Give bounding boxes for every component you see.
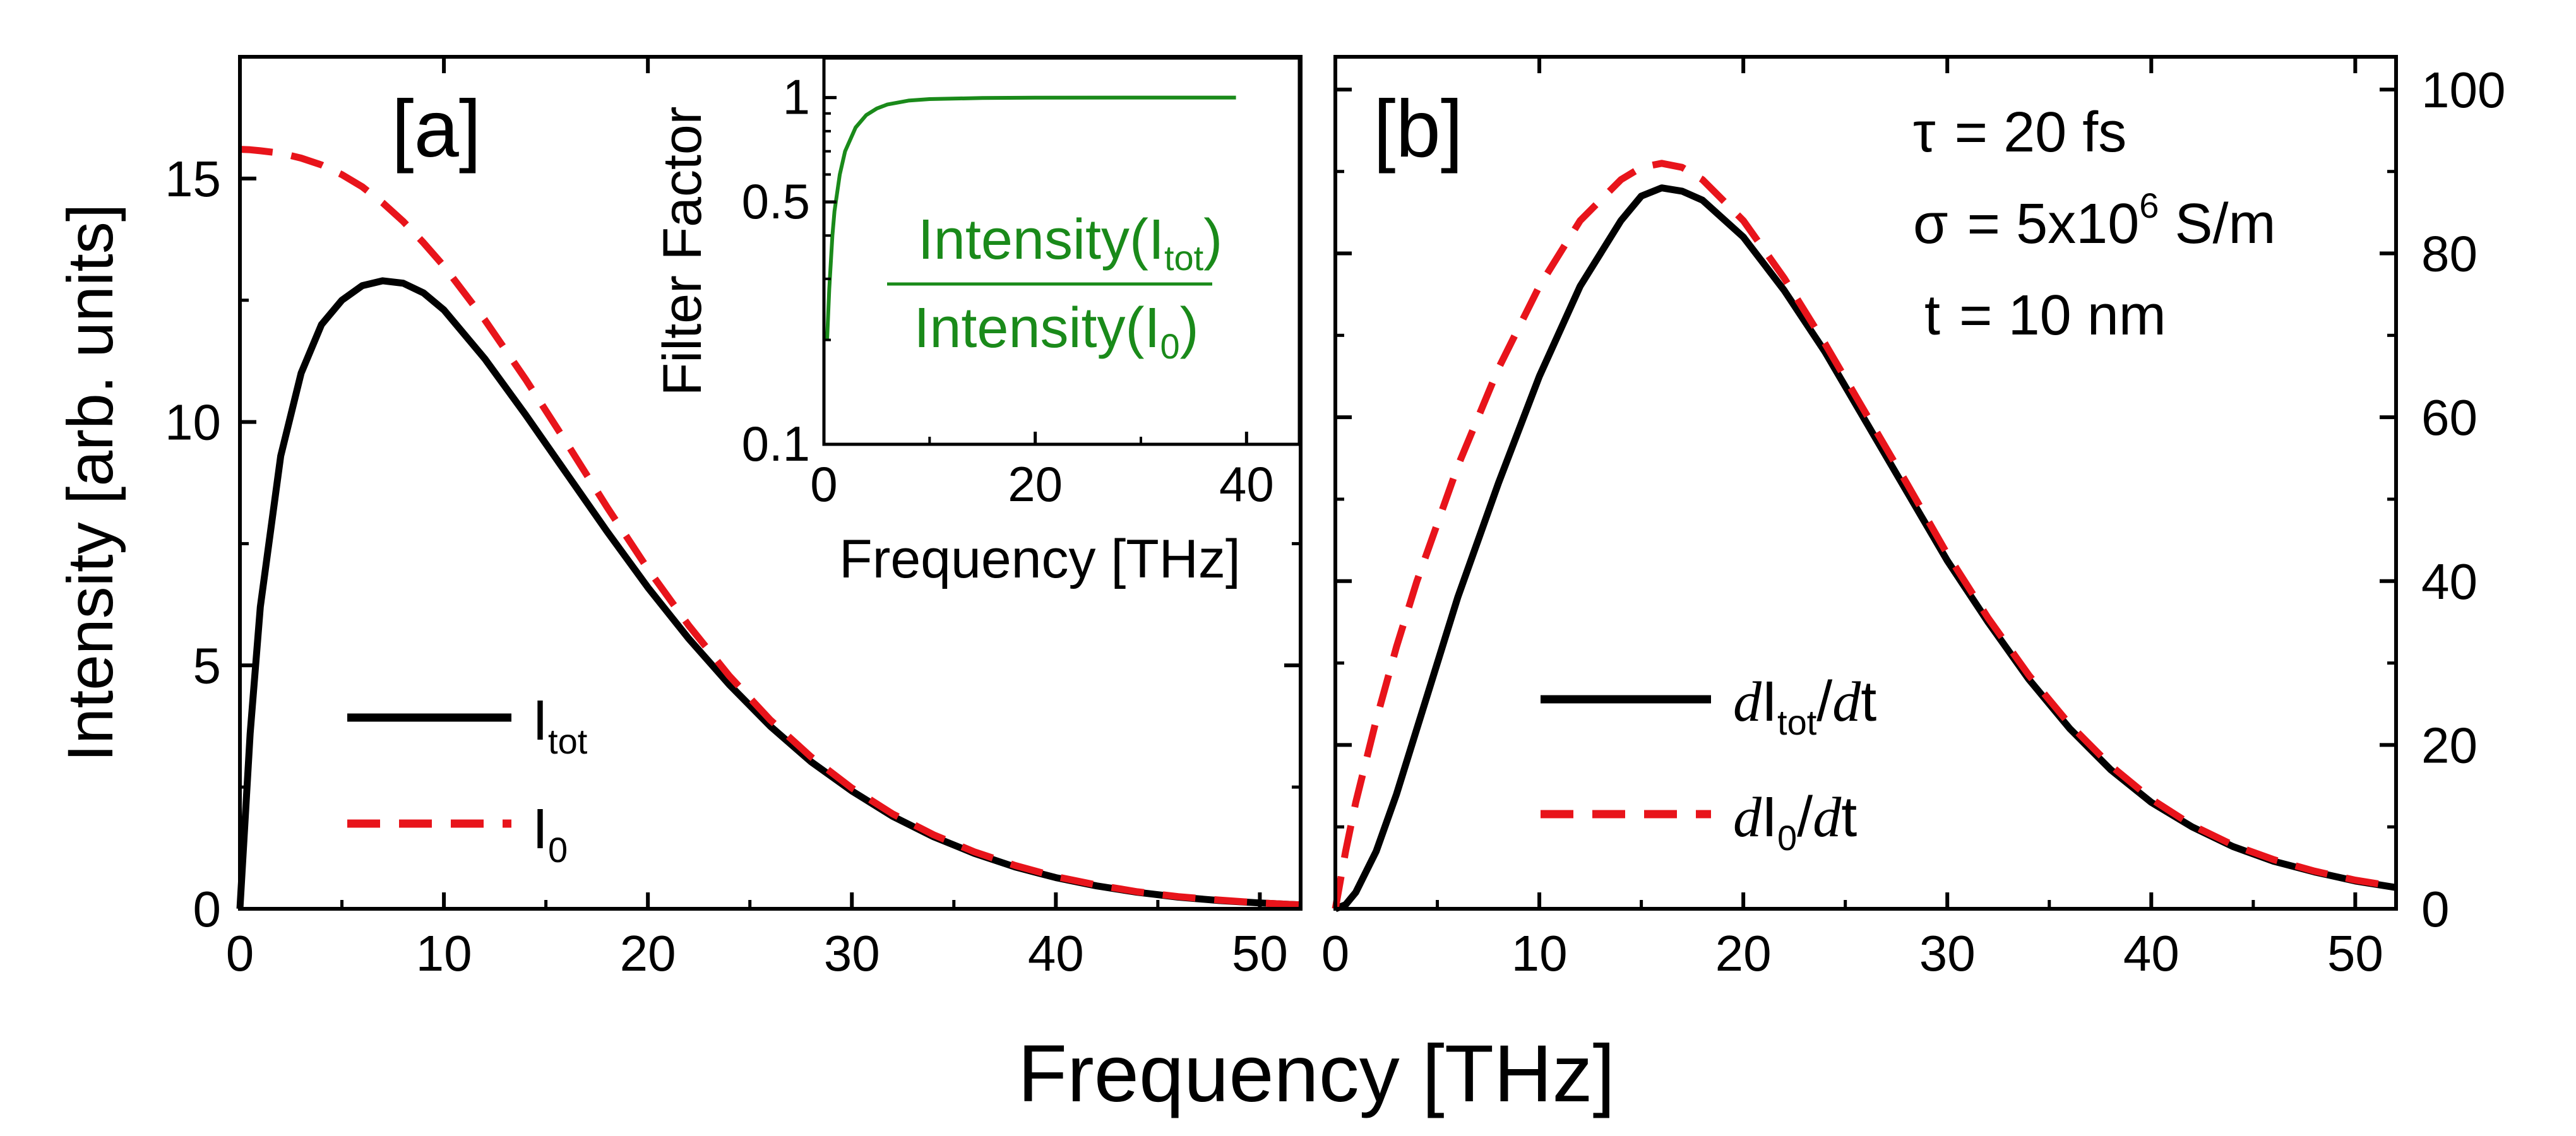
panel-b-y-tick-label: 20 (2421, 717, 2478, 773)
panel-a-curves (236, 146, 1301, 909)
inset-y-tick-label: 1 (783, 69, 810, 125)
panel-b-y-tick-label: 60 (2421, 389, 2478, 446)
panel-b-x-ticks: 0 10 20 30 40 50 (1321, 57, 2383, 981)
panel-b-series-di-tot-dt (1333, 184, 2397, 913)
panel-a-y-tick-label: 5 (193, 637, 222, 694)
panel-b-x-tick-label: 40 (2123, 925, 2179, 981)
inset-y-tick-label: 0.5 (742, 174, 810, 229)
inset-background (824, 58, 1299, 444)
panel-b: 0 10 20 30 40 50 0 20 40 60 80 100 [b] τ = 20 fs σ =… (1321, 55, 2505, 981)
panel-a-series-i-0 (239, 146, 1301, 909)
legend-i-0-label: I0 (532, 798, 568, 870)
inset-x-ticks: 0 20 40 (810, 432, 1274, 512)
panel-a-legend: Itot I0 (347, 689, 588, 870)
panel-b-x-tick-label: 30 (1919, 925, 1976, 981)
inset-ratio-annotation: Intensity(Itot) Intensity(I0) (887, 208, 1222, 366)
panel-b-y-tick-label: 40 (2421, 553, 2478, 610)
inset-y-axis-label: Filter Factor (652, 107, 713, 396)
panel-b-x-tick-label: 50 (2327, 925, 2383, 981)
panel-a-inset: 0 20 40 0.1 0.5 1 Filter Factor Frequency [T… (652, 56, 1301, 589)
param-tau: τ = 20 fs (1913, 101, 2126, 164)
panel-a-x-tick-label: 30 (824, 925, 880, 981)
inset-series-filter-factor (825, 95, 1236, 340)
panel-b-parameters: τ = 20 fs σ = 5x106 S/m t = 10 nm (1913, 101, 2275, 347)
legend-di-0-label: dI0/dt (1733, 786, 1857, 858)
panel-a-x-tick-label: 0 (226, 925, 254, 981)
panel-a-x-tick-label: 20 (620, 925, 676, 981)
panel-a-x-tick-label: 50 (1232, 925, 1288, 981)
panel-a-x-tick-label: 40 (1028, 925, 1084, 981)
panel-b-y-ticks: 0 20 40 60 80 100 (1335, 62, 2505, 937)
inset-x-axis-label: Frequency [THz] (839, 529, 1241, 589)
panel-a-x-tick-label: 10 (416, 925, 472, 981)
inset-x-tick-label: 40 (1219, 456, 1274, 512)
panel-b-legend: dItot/dt dI0/dt (1541, 670, 1876, 858)
param-sigma: σ = 5x106 S/m (1913, 186, 2275, 256)
legend-i-tot-label: Itot (532, 689, 588, 761)
panel-b-y-tick-label: 80 (2421, 226, 2478, 282)
inset-ratio-denominator: Intensity(I0) (914, 297, 1198, 366)
panel-a-label: [a] (391, 84, 481, 174)
inset-x-tick-label: 0 (810, 456, 837, 512)
panel-a-y-tick-label: 10 (165, 394, 221, 451)
panel-b-x-tick-label: 20 (1715, 925, 1772, 981)
panel-b-curves (1332, 160, 2397, 913)
inset-curve (825, 95, 1236, 340)
inset-y-ticks: 0.1 0.5 1 (742, 69, 837, 471)
panel-a-y-tick-label: 15 (165, 151, 221, 207)
panel-a-y-tick-label: 0 (193, 881, 222, 937)
panel-a-frame (238, 55, 1303, 911)
panel-b-label: [b] (1373, 84, 1463, 174)
inset-x-tick-label: 20 (1008, 456, 1063, 512)
panel-b-x-tick-label: 0 (1321, 925, 1350, 981)
legend-di-tot-label: dItot/dt (1733, 670, 1876, 742)
inset-y-tick-label: 0.1 (742, 416, 810, 471)
panel-a-x-ticks: 0 10 20 30 40 50 (226, 57, 1288, 981)
panel-b-y-tick-label: 100 (2421, 62, 2505, 118)
panel-b-y-tick-label: 0 (2421, 881, 2450, 937)
panel-b-x-tick-label: 10 (1512, 925, 1568, 981)
panel-a-y-axis-label: Intensity [arb. units] (54, 204, 126, 762)
inset-ratio-numerator: Intensity(Itot) (918, 208, 1222, 278)
param-thickness: t = 10 nm (1924, 284, 2166, 347)
shared-x-axis-label: Frequency [THz] (1018, 1029, 1615, 1119)
panel-b-series-di-0-dt (1332, 160, 2397, 909)
panel-b-frame (1333, 55, 2398, 911)
inset-frame (822, 56, 1301, 446)
